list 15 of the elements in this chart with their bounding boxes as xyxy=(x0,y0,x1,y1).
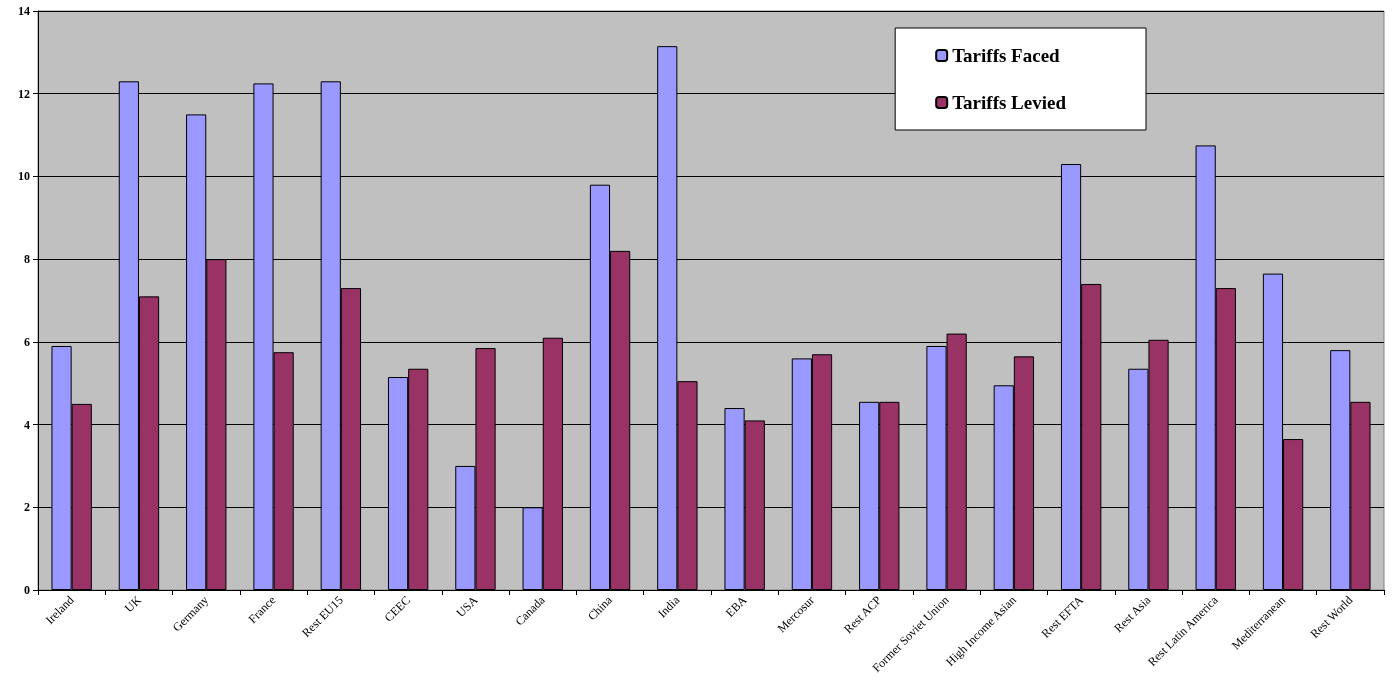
y-tick-label: 0 xyxy=(24,583,30,597)
y-tick-label: 2 xyxy=(24,500,30,515)
x-tick-label: UK xyxy=(121,592,145,616)
y-tick-label: 10 xyxy=(18,169,30,184)
x-tick-label: India xyxy=(654,592,683,621)
legend-label: Tariffs Levied xyxy=(952,92,1067,113)
y-tick-label: 14 xyxy=(18,4,30,18)
y-tick-label: 4 xyxy=(24,417,30,432)
y-tick-label: 8 xyxy=(24,252,30,267)
x-tick-label: Rest Asia xyxy=(1111,592,1154,636)
x-tick-label: USA xyxy=(453,592,481,620)
legend-label: Tariffs Faced xyxy=(952,45,1061,66)
y-tick-label: 12 xyxy=(18,86,30,101)
x-tick-label: EBA xyxy=(722,592,750,620)
y-tick-label: 6 xyxy=(24,334,30,349)
